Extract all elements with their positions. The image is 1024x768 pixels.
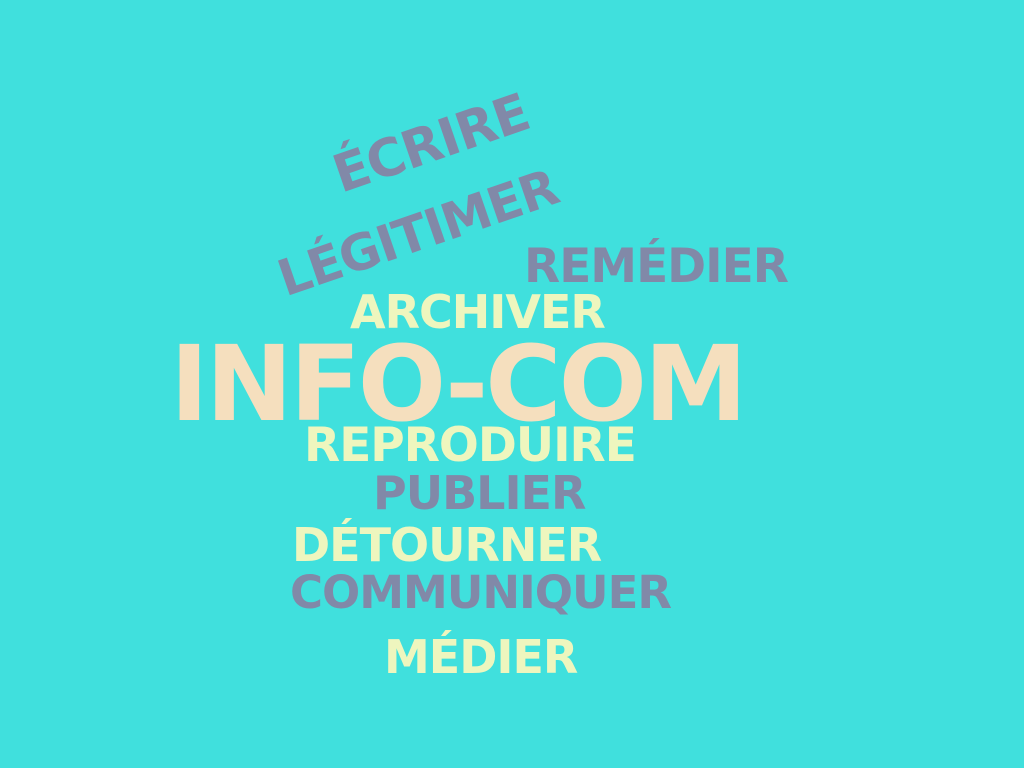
word-communiquer: COMMUNIQUER [290, 566, 672, 619]
word-publier: PUBLIER [373, 466, 586, 520]
word-reproduire: REPRODUIRE [304, 418, 637, 473]
word-archiver: ARCHIVER [350, 285, 606, 339]
word-legitimer: LÉGITIMER [270, 158, 566, 308]
word-remedier: REMÉDIER [524, 239, 789, 294]
word-info-com: INFO-COM [170, 323, 748, 445]
word-medier: MÉDIER [384, 630, 578, 684]
word-detourner: DÉTOURNER [292, 518, 602, 572]
